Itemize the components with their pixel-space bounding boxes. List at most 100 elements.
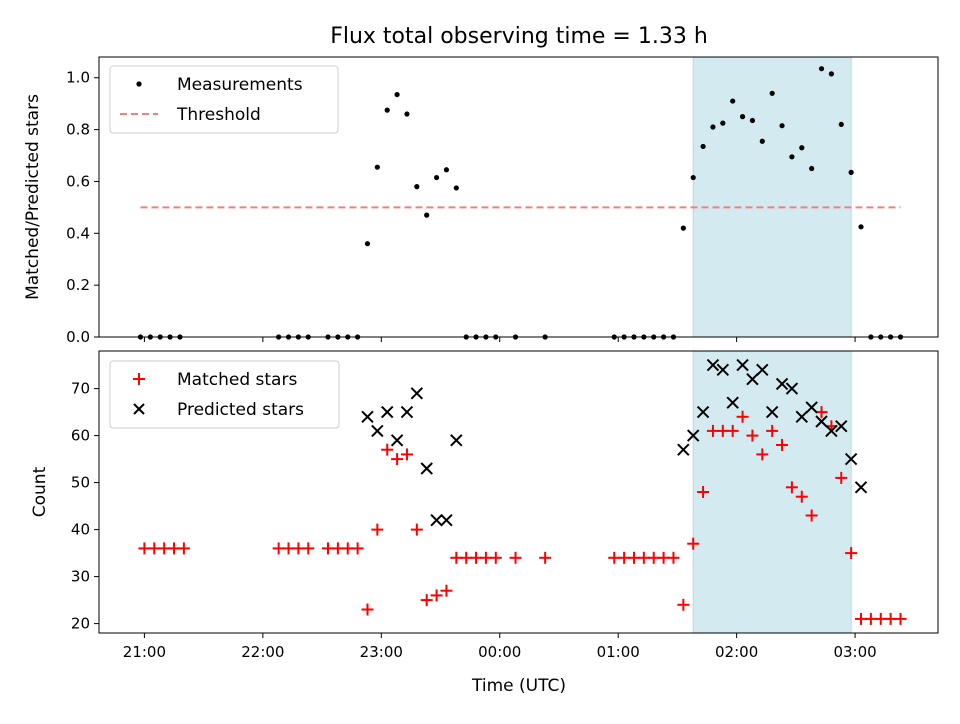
top-panel: 0.0 0.2 0.4 0.6 0.8 1.0 Matched/Predicted sta… [23, 56, 939, 346]
bottom-ylabel: Count [30, 466, 50, 517]
bottom-series-0-point-28 [539, 551, 552, 564]
bottom-series-1-point-12 [696, 405, 710, 419]
bottom-ytick-label-2: 40 [71, 521, 90, 539]
top-series-0-point-13 [364, 241, 371, 247]
bottom-series-1-point-8 [440, 513, 453, 527]
bottom-series-0-point-27 [509, 551, 522, 564]
bottom-series-0-point-26 [489, 551, 502, 564]
bottom-ytick-label-4: 60 [71, 427, 90, 445]
top-series-0-point-14 [374, 164, 380, 170]
top-series-0-point-50 [818, 66, 825, 72]
bottom-series-1-point-25 [825, 424, 838, 438]
top-series-0-point-39 [710, 124, 716, 130]
top-ytick-label-5: 1.0 [66, 69, 90, 87]
xtick-label-3: 00:00 [478, 643, 521, 661]
bottom-panel-frame [98, 350, 939, 634]
top-series-0-point-49 [809, 165, 815, 172]
bottom-series-1-point-28 [854, 481, 868, 494]
bottom-series-1-point-19 [765, 405, 779, 419]
bottom-series-0-point-48 [795, 490, 808, 503]
bottom-series-0-point-17 [400, 448, 413, 461]
bottom-series-0-point-20 [430, 589, 443, 602]
bottom-series-0-point-4 [177, 542, 190, 555]
top-series-0-point-19 [424, 212, 430, 218]
bottom-series-0-point-36 [677, 598, 690, 611]
bottom-series-1-point-5 [410, 387, 424, 400]
top-ticks: 0.0 0.2 0.4 0.6 0.8 1.0 [66, 69, 856, 346]
bottom-series-0-point-42 [736, 410, 749, 423]
top-ytick-label-4: 0.8 [66, 121, 90, 139]
bottom-series-0-point-35 [667, 551, 680, 564]
bottom-series-0-point-15 [381, 443, 394, 456]
bottom-series-1-point-1 [371, 424, 384, 438]
bottom-series-0-point-53 [845, 547, 858, 560]
bottom-series-1-point-17 [746, 372, 759, 386]
bottom-series-0-point-46 [776, 439, 789, 451]
top-ytick-label-3: 0.6 [66, 172, 90, 190]
top-series-0-point-43 [749, 117, 756, 124]
bottom-series-0-point-43 [746, 429, 759, 442]
top-series-0-point-40 [720, 120, 726, 126]
top-series-0-point-47 [789, 154, 795, 160]
bottom-series-0-point-47 [785, 481, 798, 494]
bottom-series-0-point-8 [302, 542, 315, 555]
bottom-legend: Matched stars Predicted stars [109, 360, 340, 429]
bottom-series-1-point-11 [687, 429, 700, 442]
bottom-series-0-point-19 [420, 594, 433, 607]
x-axis-label: Time (UTC) [471, 676, 566, 696]
legend-matched-marker [133, 373, 145, 385]
bottom-panel: 21:00 22:00 23:00 00:00 01:00 02:00 03:00 20 30 4… [30, 350, 939, 696]
bottom-series-1-point-14 [716, 363, 730, 377]
top-series-0-point-22 [453, 185, 459, 191]
top-series-0-point-53 [848, 169, 854, 175]
bottom-series-1-point-0 [361, 410, 374, 424]
bottom-ytick-label-1: 30 [71, 568, 90, 586]
bottom-marks [138, 358, 907, 625]
bottom-highlight-span [692, 350, 852, 634]
top-series-0-point-46 [779, 123, 785, 129]
xtick-label-6: 03:00 [833, 643, 876, 661]
top-highlight-span [692, 56, 852, 338]
bottom-series-1-point-18 [756, 363, 769, 377]
xtick-label-1: 22:00 [241, 643, 284, 661]
top-ytick-label-2: 0.4 [66, 224, 90, 242]
top-ytick-label-1: 0.2 [66, 276, 90, 294]
bottom-series-0-point-44 [756, 448, 769, 461]
bottom-legend-box [109, 360, 340, 429]
legend-measurements-label: Measurements [177, 75, 303, 95]
bottom-series-0-point-52 [835, 471, 848, 484]
bottom-ytick-label-0: 20 [71, 615, 90, 633]
top-panel-frame [98, 56, 939, 338]
top-series-0-point-16 [394, 91, 400, 98]
bottom-series-0-point-21 [440, 584, 453, 597]
bottom-series-1-point-20 [775, 377, 789, 391]
bottom-series-0-point-41 [726, 424, 739, 437]
xtick-label-5: 02:00 [715, 643, 758, 661]
legend-predicted-label: Predicted stars [177, 400, 304, 420]
bottom-series-0-point-45 [766, 424, 779, 437]
bottom-series-0-point-18 [410, 523, 423, 536]
bottom-series-0-point-38 [697, 486, 710, 498]
top-series-0-point-44 [759, 138, 765, 144]
bottom-series-1-point-21 [785, 382, 799, 395]
bottom-series-0-point-13 [361, 603, 374, 616]
bottom-series-1-point-6 [420, 462, 433, 475]
bottom-series-0-point-14 [371, 523, 384, 536]
bottom-series-0-point-49 [805, 509, 818, 522]
bottom-series-1-point-15 [726, 396, 739, 409]
bottom-ticks: 21:00 22:00 23:00 00:00 01:00 02:00 03:00 20 30 4… [71, 380, 877, 661]
bottom-ytick-label-3: 50 [71, 474, 90, 492]
top-series-0-point-37 [690, 174, 696, 181]
bottom-ytick-label-5: 70 [71, 380, 90, 398]
bottom-series-1-point-7 [430, 513, 443, 527]
legend-predicted-marker [133, 403, 145, 415]
bottom-series-0-point-12 [351, 542, 364, 555]
xtick-label-2: 23:00 [360, 643, 403, 661]
top-series-0-point-48 [799, 145, 805, 151]
bottom-series-1-point-22 [795, 410, 808, 424]
bottom-series-1-point-23 [805, 401, 818, 414]
bottom-series-1-point-9 [450, 434, 463, 447]
top-series-0-point-42 [739, 114, 746, 120]
legend-measurements-marker [136, 81, 142, 87]
